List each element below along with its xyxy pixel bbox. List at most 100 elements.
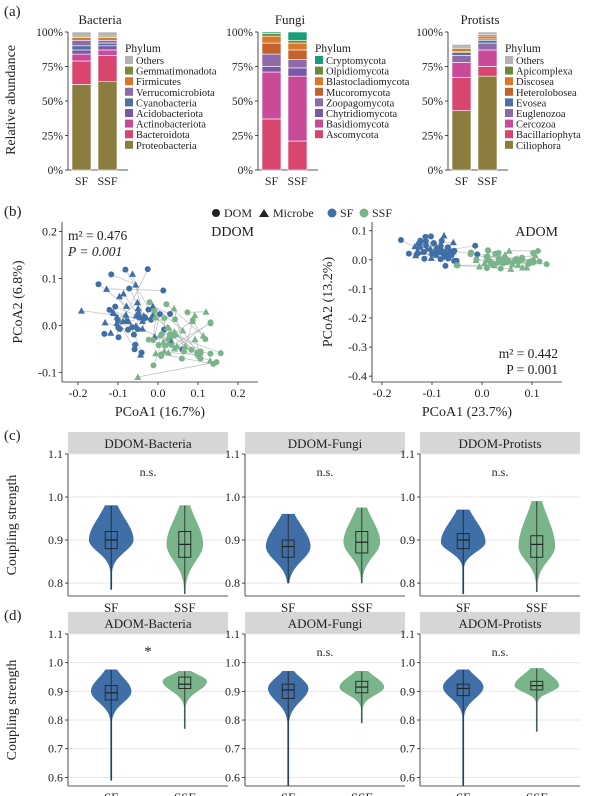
pcoa-microbe-point xyxy=(202,308,210,315)
panel-a-title: Bacteria xyxy=(78,12,122,27)
stacked-bar-segment xyxy=(261,42,282,55)
legend-microbe-label: Microbe xyxy=(273,206,314,220)
legend-swatch xyxy=(505,87,513,96)
stacked-bar-segment xyxy=(287,75,308,142)
pcoa-dom-point xyxy=(147,316,154,323)
violin-ytick-label: 0.9 xyxy=(400,684,415,698)
pcoa-dom-point xyxy=(146,299,153,306)
legend-swatch xyxy=(505,98,513,107)
legend-label: Olpidiomycota xyxy=(326,67,389,78)
pcoa-microbe-point xyxy=(160,347,168,354)
pcoa-link-line xyxy=(122,268,149,322)
pcoa-ylabel: PCoA2 (13.2%) xyxy=(321,257,336,348)
facet-strip xyxy=(245,432,405,454)
panel-b-pcoa: -0.2 -0.1 0.0 0.1 0.2 -0.1 0.0 0.1 0.2 PCoA1 (16.… xyxy=(11,222,562,420)
pcoa-microbe-point xyxy=(139,317,147,324)
stacked-bar-segment xyxy=(451,44,472,48)
pcoa-microbe-point xyxy=(501,251,509,259)
facet-strip xyxy=(245,612,405,634)
pcoa-xtick-label: -0.2 xyxy=(69,386,88,400)
pcoa-ytick-label: 0.1 xyxy=(352,224,367,238)
pcoa-microbe-point xyxy=(507,265,515,272)
violin-ytick-label: 0.8 xyxy=(400,576,415,590)
stacked-bar-segment xyxy=(287,140,308,171)
stacked-bar-segment xyxy=(97,81,118,171)
panel-label-a: (a) xyxy=(4,4,21,20)
pcoa-microbe-point xyxy=(173,342,181,349)
pcoa-ytick-label: 0.0 xyxy=(352,253,367,267)
legend-sf-marker xyxy=(327,208,337,218)
pcoa-microbe-point xyxy=(531,251,539,259)
pcoa-stat-p: P = 0.001 xyxy=(67,244,122,259)
pcoa-xtick-label: -0.1 xyxy=(109,386,128,400)
pcoa-microbe-point xyxy=(119,289,127,297)
pcoa-microbe-point xyxy=(516,256,524,263)
stacked-bar-segment xyxy=(287,31,308,41)
pcoa-xlabel: PCoA1 (23.7%) xyxy=(422,405,513,420)
pcoa-dom-point xyxy=(161,315,168,322)
pcoa-microbe-point xyxy=(501,256,509,263)
pcoa-xtick-label: 0.0 xyxy=(151,386,166,400)
panel-label-c: (c) xyxy=(4,428,21,444)
boxplot-box xyxy=(456,683,470,697)
pcoa-stat-p: P = 0.001 xyxy=(506,362,558,377)
facet-title: ADOM-Protists xyxy=(458,616,541,631)
pcoa-dom-point xyxy=(106,306,113,313)
pcoa-microbe-point xyxy=(152,349,160,357)
pcoa-link-line xyxy=(173,334,221,354)
panel-a-ytick-label: 75% xyxy=(422,62,444,74)
panel-a-legend-title: Phylum xyxy=(315,43,351,55)
pcoa-microbe-point xyxy=(519,263,527,271)
violin-xtick-label: SF xyxy=(104,600,118,615)
stacked-bar-segment xyxy=(97,45,118,51)
pcoa-dom-point xyxy=(180,348,187,355)
pcoa-dom-point xyxy=(448,252,455,259)
violin-xtick-label: SF xyxy=(456,790,470,796)
significance-label: n.s. xyxy=(140,465,157,479)
pcoa-dom-point xyxy=(422,233,429,240)
pcoa-dom-point xyxy=(472,242,479,249)
legend-swatch xyxy=(505,119,513,128)
pcoa-dom-point xyxy=(427,233,434,240)
stacked-bar-segment xyxy=(97,37,118,41)
pcoa-dom-point xyxy=(145,336,152,343)
pcoa-microbe-point xyxy=(122,311,130,318)
pcoa-dom-point xyxy=(131,346,138,353)
pcoa-link-line xyxy=(119,296,142,353)
stacked-bar-segment xyxy=(97,42,118,47)
pcoa-dom-point xyxy=(144,266,151,273)
pcoa-microbe-point xyxy=(514,261,522,268)
panel-d-violins: Coupling strength ADOM-Bacteria 0.6 0.7 0.8 0… xyxy=(5,612,580,796)
panel-a-legend-title: Phylum xyxy=(125,43,161,55)
panel-a-ytick-label: 50% xyxy=(42,96,64,108)
panel-a-title: Fungi xyxy=(275,12,306,27)
legend-label: Actinobacteriota xyxy=(136,120,206,131)
pcoa-dom-point xyxy=(194,349,201,356)
legend-label: Cryptomycota xyxy=(326,56,386,67)
pcoa-ytick-label: -0.3 xyxy=(348,340,367,354)
significance-label: * xyxy=(144,644,152,660)
pcoa-link-line xyxy=(187,311,206,313)
pcoa-microbe-point xyxy=(413,247,421,255)
violin-ylabel: Coupling strength xyxy=(5,475,20,576)
violin-ytick-label: 0.9 xyxy=(48,533,63,547)
pcoa-xtick-label: 0.2 xyxy=(231,386,246,400)
violin-xtick-label: SSF xyxy=(174,790,196,796)
pcoa-microbe-point xyxy=(191,311,199,319)
stacked-bar-segment xyxy=(477,66,498,77)
pcoa-link-line xyxy=(137,361,217,378)
panel-a-ytick-label: 0% xyxy=(48,165,64,177)
pcoa-microbe-point xyxy=(181,342,189,350)
panel-a-ylabel: Relative abundance xyxy=(4,45,19,155)
boxplot-box xyxy=(281,683,295,699)
pcoa-microbe-point xyxy=(411,242,419,250)
violin-ytick-label: 0.7 xyxy=(48,742,63,756)
violin-xtick-label: SSF xyxy=(174,600,196,615)
stacked-bar-segment xyxy=(477,42,498,51)
pcoa-dom-point xyxy=(217,350,224,357)
stacked-bar-segment xyxy=(71,49,92,55)
pcoa-dom-point xyxy=(437,256,444,263)
facet-strip xyxy=(420,612,580,634)
pcoa-microbe-point xyxy=(508,260,516,268)
pcoa-dom-point xyxy=(115,334,122,341)
